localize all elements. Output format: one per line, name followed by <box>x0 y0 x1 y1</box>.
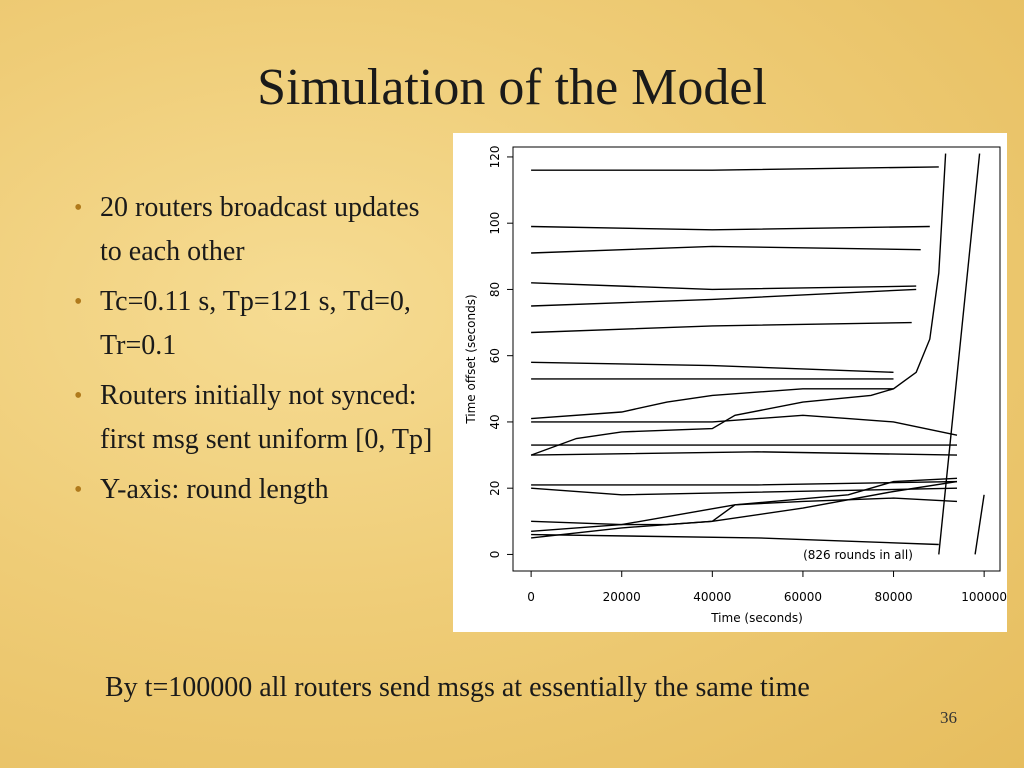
annotation: (826 rounds in all) <box>803 548 913 562</box>
chart-background <box>453 133 1007 632</box>
series-line <box>531 282 917 291</box>
series-line <box>531 225 930 231</box>
x-tick-label: 40000 <box>693 590 731 604</box>
series-line <box>530 153 947 456</box>
x-tick-label: 60000 <box>784 590 822 604</box>
y-tick-label: 80 <box>488 282 502 297</box>
x-tick-label: 100000 <box>961 590 1007 604</box>
series-line <box>531 321 912 334</box>
bullet: Routers initially not synced: first msg … <box>70 374 440 462</box>
series-line <box>531 388 894 420</box>
series-line <box>531 533 939 546</box>
bullet: Y-axis: round length <box>70 468 440 512</box>
x-tick-label: 20000 <box>603 590 641 604</box>
plot-frame <box>512 146 1001 572</box>
series-line <box>531 361 894 373</box>
series-line <box>531 414 958 436</box>
series-line <box>531 497 958 526</box>
series-line <box>974 494 985 555</box>
y-tick-label: 40 <box>488 414 502 429</box>
series-line <box>531 487 958 496</box>
series-line <box>531 477 958 532</box>
series-line <box>531 480 958 539</box>
series-line <box>531 245 921 254</box>
caption: By t=100000 all routers send msgs at ess… <box>105 672 810 703</box>
y-tick-label: 0 <box>488 551 502 559</box>
y-tick-label: 100 <box>488 212 502 235</box>
x-tick-label: 80000 <box>874 590 912 604</box>
y-axis-label: Time offset (seconds) <box>464 294 478 424</box>
y-tick-label: 20 <box>488 481 502 496</box>
bullet: Tc=0.11 s, Tp=121 s, Td=0, Tr=0.1 <box>70 280 440 368</box>
series-line <box>531 288 917 307</box>
y-tick-label: 120 <box>488 145 502 168</box>
series-line <box>531 166 939 171</box>
series-line <box>938 153 981 555</box>
bullet-list: 20 routers broadcast updates to each oth… <box>70 186 440 518</box>
series-line <box>531 451 958 456</box>
page-number: 36 <box>940 708 957 727</box>
x-tick-label: 0 <box>527 590 535 604</box>
bullet: 20 routers broadcast updates to each oth… <box>70 186 440 274</box>
chart: Time (seconds) Time offset (seconds) (82… <box>453 133 1007 632</box>
x-axis-label: Time (seconds) <box>710 611 803 625</box>
slide-title: Simulation of the Model <box>257 59 767 116</box>
y-tick-label: 60 <box>488 348 502 363</box>
